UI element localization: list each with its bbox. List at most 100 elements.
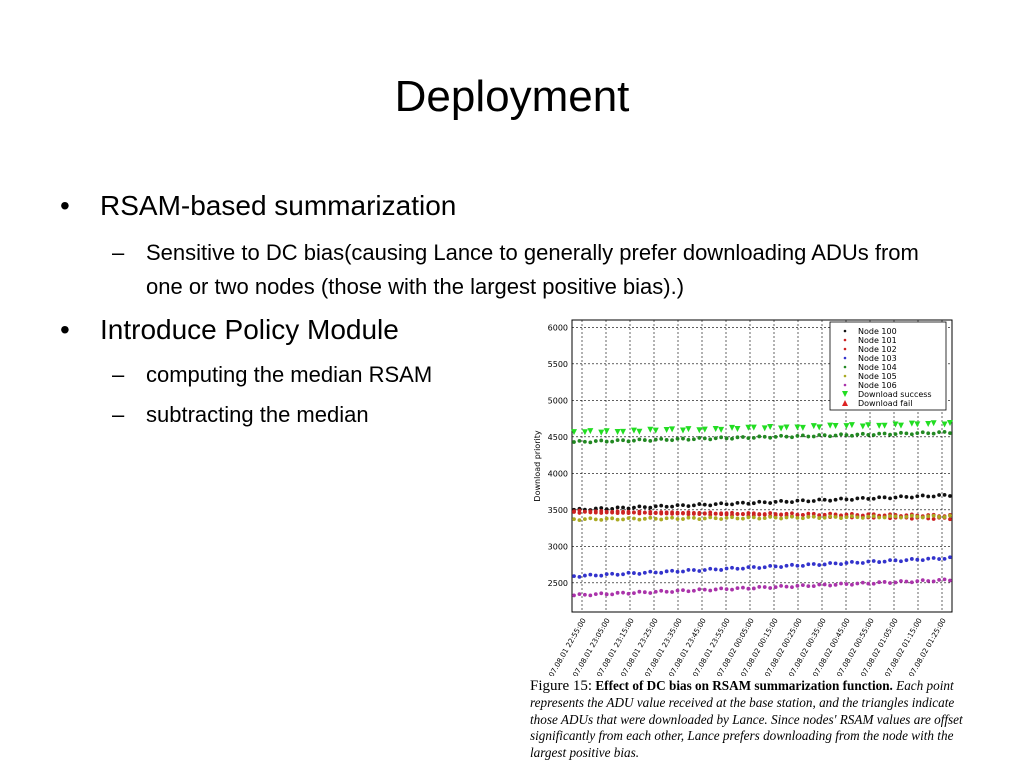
data-point [572, 574, 576, 579]
data-point [893, 495, 898, 500]
legend-label: Node 103 [858, 354, 897, 363]
data-point [926, 579, 931, 583]
data-point [773, 515, 778, 520]
data-point [892, 421, 899, 428]
legend-marker [843, 374, 847, 378]
data-point [948, 431, 952, 436]
data-point [691, 568, 696, 572]
data-point [909, 516, 914, 521]
data-point [686, 568, 691, 572]
data-point [762, 512, 767, 517]
data-point [577, 518, 582, 523]
data-point [844, 561, 849, 565]
data-point [669, 426, 676, 433]
data-point [686, 512, 691, 517]
data-point [702, 511, 707, 516]
data-point [729, 424, 736, 431]
data-point [751, 435, 756, 440]
data-point [817, 433, 822, 437]
data-point [871, 496, 876, 501]
data-point [588, 510, 593, 515]
data-point [712, 426, 719, 433]
data-point [806, 584, 811, 589]
data-point [948, 494, 952, 498]
data-point [636, 428, 643, 435]
data-point [670, 438, 674, 443]
data-point [866, 433, 871, 437]
data-point [593, 592, 598, 596]
data-point [768, 563, 773, 568]
data-point [762, 434, 767, 439]
data-point [773, 500, 778, 504]
legend-marker [843, 329, 847, 333]
data-point [806, 499, 811, 504]
data-point [757, 512, 762, 516]
data-point [860, 561, 865, 565]
data-point [942, 556, 947, 561]
data-point [621, 505, 625, 510]
data-point [610, 439, 615, 444]
data-point [859, 423, 866, 430]
data-point [904, 558, 909, 563]
legend-marker [842, 391, 848, 397]
data-point [675, 510, 680, 515]
data-point [604, 592, 609, 597]
data-point [675, 436, 680, 441]
data-point [860, 431, 865, 436]
data-point [735, 435, 740, 440]
data-point [730, 565, 734, 570]
data-point [948, 555, 952, 560]
data-point [610, 571, 615, 576]
data-point [773, 585, 778, 590]
data-point [779, 512, 783, 517]
data-point [833, 433, 838, 438]
data-point [588, 516, 593, 521]
data-point [751, 586, 756, 591]
data-point [937, 577, 942, 582]
data-point [762, 500, 767, 505]
caption-body: Each point represents the ADU value rece… [530, 678, 963, 761]
data-point [931, 431, 936, 436]
data-point [588, 440, 593, 445]
data-point [762, 565, 767, 570]
data-point [724, 515, 729, 520]
data-point [632, 505, 636, 510]
data-point [811, 499, 816, 503]
data-point [800, 563, 805, 568]
data-point [948, 517, 952, 522]
data-point [817, 516, 822, 520]
data-point [795, 515, 800, 520]
data-point [647, 426, 654, 433]
data-point [642, 505, 647, 510]
caption-bold: Effect of DC bias on RSAM summarization … [595, 678, 893, 693]
data-point [904, 431, 909, 436]
data-point [632, 591, 636, 596]
data-point [817, 582, 822, 587]
data-point [713, 511, 718, 516]
data-point [850, 582, 854, 587]
data-point [931, 517, 936, 521]
data-point [697, 436, 702, 440]
data-point [582, 573, 587, 578]
data-point [593, 509, 598, 514]
data-point [942, 430, 947, 434]
data-point [697, 587, 702, 592]
sub-bullet-text: subtracting the median [146, 402, 369, 427]
data-point [757, 585, 762, 589]
data-point [794, 424, 801, 431]
data-point [621, 517, 625, 522]
data-point [881, 422, 888, 429]
data-point [926, 556, 931, 561]
data-point [708, 503, 713, 508]
data-point [637, 589, 642, 594]
sub-bullet-subtract: – subtracting the median [112, 398, 369, 432]
data-point [663, 426, 670, 433]
data-point [599, 517, 604, 522]
legend-marker [842, 400, 848, 406]
data-point [850, 433, 854, 438]
data-point [784, 499, 789, 504]
bullet-symbol: • [60, 314, 70, 345]
data-point [833, 561, 838, 566]
data-point [615, 438, 620, 443]
data-point [603, 428, 610, 435]
